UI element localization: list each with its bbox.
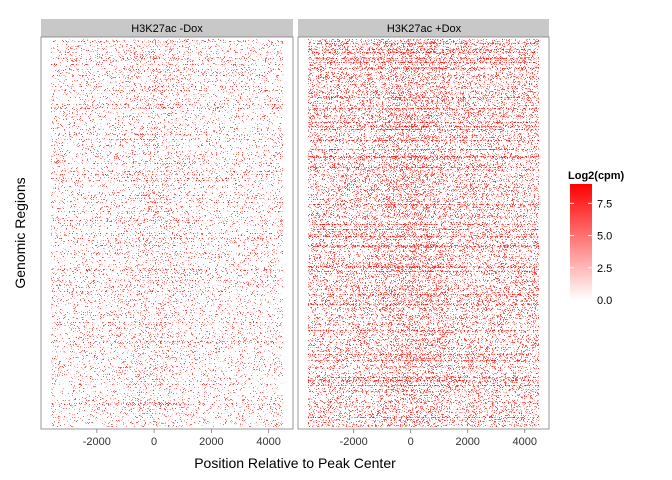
x-tick-label: 4000 <box>512 436 536 448</box>
panel-minus-dox: H3K27ac -Dox <box>40 19 294 430</box>
panel-strip <box>41 19 293 37</box>
legend-title: Log2(cpm) <box>568 170 625 182</box>
panel-border <box>297 36 550 430</box>
x-tick-label: -2000 <box>340 436 368 448</box>
heatmap-cells <box>41 37 293 429</box>
panel-strip-label: H3K27ac -Dox <box>131 23 203 35</box>
legend-colorbar <box>570 184 592 300</box>
x-tick-label: 2000 <box>455 436 479 448</box>
x-tick-label: 0 <box>151 436 157 448</box>
x-tick-label: -2000 <box>83 436 111 448</box>
panel-strip <box>298 19 549 37</box>
x-axis-title: Position Relative to Peak Center <box>194 455 396 471</box>
legend-tick-label: 5.0 <box>597 231 612 243</box>
legend-ticks: 0.0 2.5 5.0 7.5 <box>570 198 612 307</box>
legend-tick-label: 7.5 <box>597 198 612 210</box>
x-tick-label: 0 <box>408 436 414 448</box>
legend-tick-label: 0.0 <box>597 295 612 307</box>
legend-tick-label: 2.5 <box>597 263 612 275</box>
x-axis: -2000 0 2000 4000 -2000 0 2000 4000 <box>83 429 537 448</box>
x-tick-label: 2000 <box>199 436 223 448</box>
y-axis-title: Genomic Regions <box>12 177 28 288</box>
panel-strip-label: H3K27ac +Dox <box>387 23 462 35</box>
panel-plus-dox: H3K27ac +Dox <box>297 19 550 430</box>
heatmap-cells <box>298 37 549 429</box>
panel-border <box>40 36 294 430</box>
legend: Log2(cpm) 0.0 2.5 5.0 7.5 <box>568 170 625 307</box>
x-tick-label: 4000 <box>256 436 280 448</box>
